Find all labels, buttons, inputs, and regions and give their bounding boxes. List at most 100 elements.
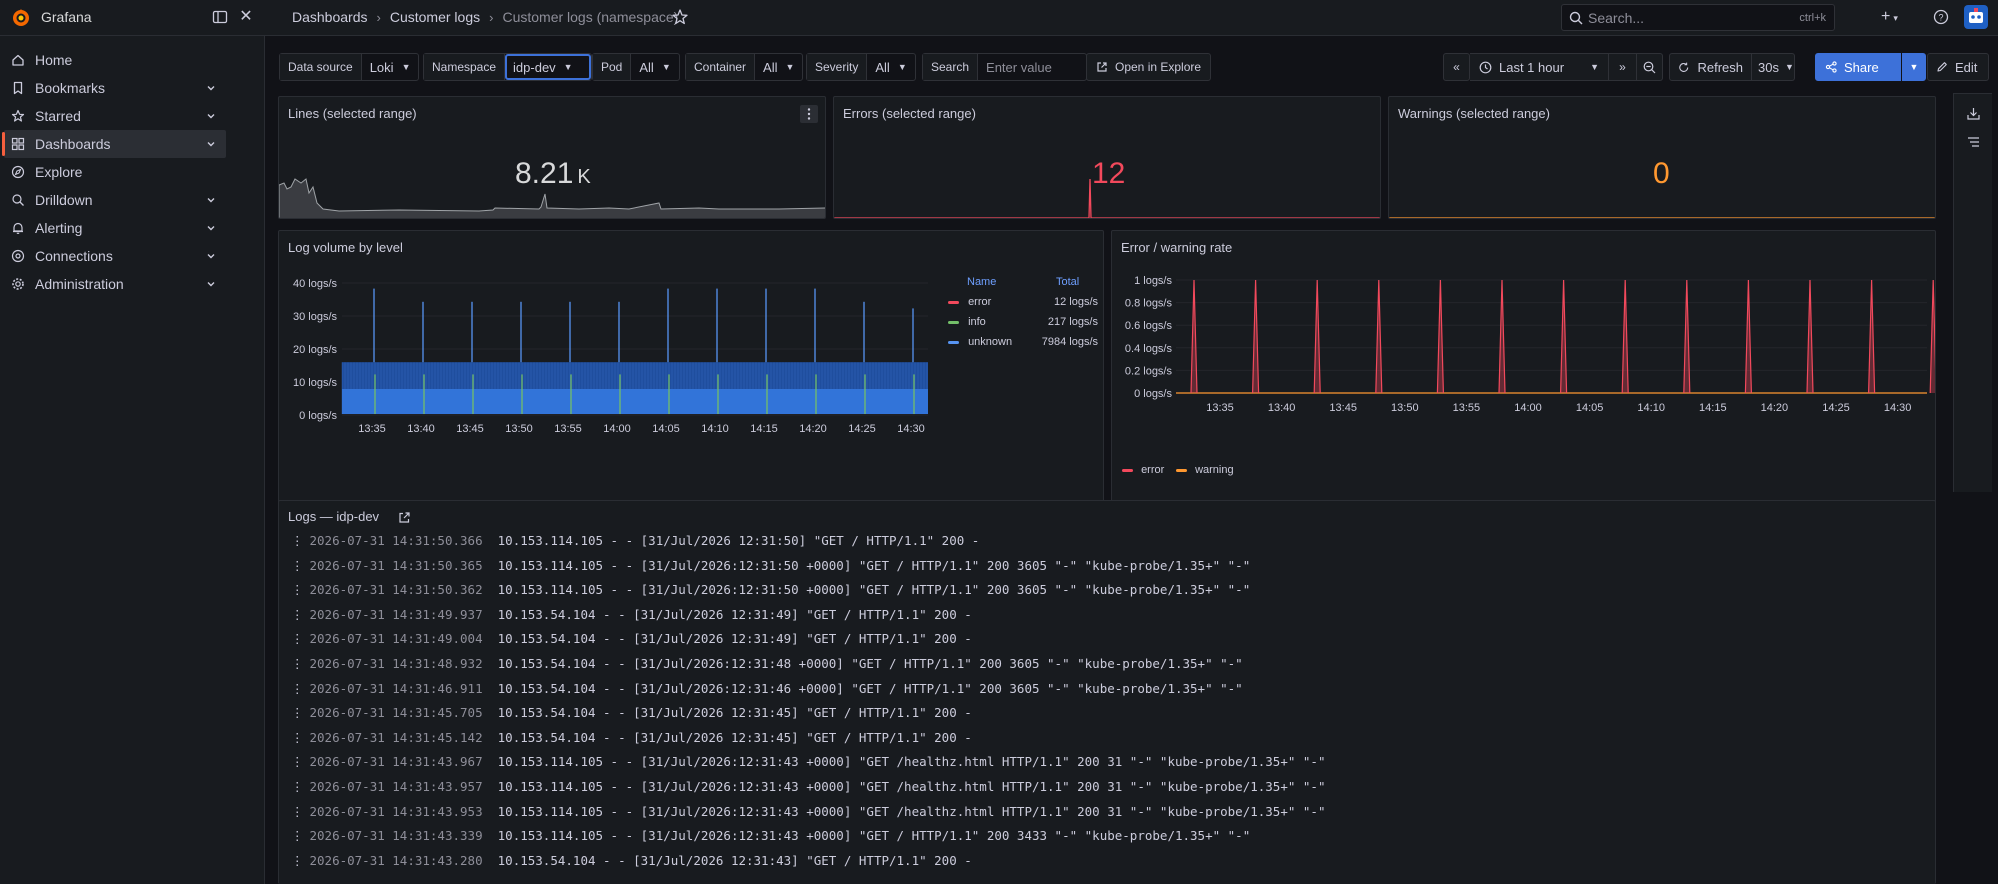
share-label: Share xyxy=(1844,59,1879,75)
log-row[interactable]: ⋮ 2026-07-31 14:31:43.339 10.153.114.105 … xyxy=(291,828,1250,843)
refresh-interval-picker[interactable]: 30s ▼ xyxy=(1752,53,1795,81)
legend-total: 12 logs/s xyxy=(1053,296,1098,308)
panel-log-volume[interactable]: Log volume by level 0 logs/s 10 logs/s 20 … xyxy=(278,230,1104,528)
chevron-down-icon[interactable] xyxy=(204,221,218,235)
open-in-explore-button[interactable]: Open in Explore xyxy=(1086,53,1212,81)
log-row[interactable]: ⋮ 2026-07-31 14:31:50.365 10.153.114.105 … xyxy=(291,558,1250,573)
sidebar-item-explore[interactable]: Explore xyxy=(4,158,226,186)
time-shift-forward-button[interactable]: » xyxy=(1609,53,1637,81)
app-name[interactable]: Grafana xyxy=(41,9,92,25)
search-field[interactable] xyxy=(978,54,1086,80)
sidebar-item-alerting[interactable]: Alerting xyxy=(4,214,226,242)
legend-item-error[interactable]: error 12 logs/s xyxy=(948,296,1098,308)
breadcrumb-customer-logs[interactable]: Customer logs xyxy=(389,9,481,25)
sidebar-item-bookmarks[interactable]: Bookmarks xyxy=(4,74,226,102)
global-search-box[interactable]: Search... ctrl+k xyxy=(1561,4,1835,31)
chevron-down-icon[interactable] xyxy=(204,109,218,123)
legend-header-name[interactable]: Name xyxy=(967,276,997,288)
share-options-button[interactable]: ▼ xyxy=(1902,53,1926,81)
log-row-menu-icon[interactable]: ⋮ xyxy=(291,852,304,868)
edit-button[interactable]: Edit xyxy=(1927,53,1989,81)
dock-menu-icon[interactable] xyxy=(212,9,228,25)
add-new-button[interactable]: + ▾ xyxy=(1881,8,1911,26)
log-row-menu-icon[interactable]: ⋮ xyxy=(291,828,304,844)
log-row-menu-icon[interactable]: ⋮ xyxy=(291,533,304,548)
panel-errors-stat[interactable]: Errors (selected range) 12 xyxy=(833,96,1381,219)
sidebar-item-label: Connections xyxy=(35,248,113,264)
log-row[interactable]: ⋮ 2026-07-31 14:31:43.280 10.153.54.104 -… xyxy=(291,853,972,868)
sidebar-item-drilldown[interactable]: Drilldown xyxy=(4,186,226,214)
time-shift-back-button[interactable]: « xyxy=(1443,53,1470,81)
log-row-menu-icon[interactable]: ⋮ xyxy=(291,656,304,671)
close-icon[interactable]: ✕ xyxy=(239,8,253,25)
legend-item-info[interactable]: info 217 logs/s xyxy=(948,316,1098,328)
log-row-menu-icon[interactable]: ⋮ xyxy=(291,705,304,721)
pod-select[interactable]: All ▼ xyxy=(631,54,678,80)
user-avatar[interactable] xyxy=(1964,5,1988,29)
errors-stat-value: 12 xyxy=(1092,157,1126,190)
panel-warnings-stat[interactable]: Warnings (selected range) 0 xyxy=(1388,96,1936,219)
zoom-out-button[interactable] xyxy=(1637,53,1663,81)
log-row-menu-icon[interactable]: ⋮ xyxy=(291,680,304,696)
chevron-down-icon[interactable] xyxy=(204,137,218,151)
selected-value: All xyxy=(639,59,654,75)
log-row[interactable]: ⋮ 2026-07-31 14:31:43.957 10.153.114.105 … xyxy=(291,779,1325,794)
chevron-down-icon[interactable] xyxy=(204,81,218,95)
help-icon[interactable]: ? xyxy=(1933,9,1949,25)
log-message: 10.153.54.104 - - [31/Jul/2026 12:31:49]… xyxy=(497,606,972,622)
panel-menu-icon[interactable] xyxy=(800,105,818,123)
log-row[interactable]: ⋮ 2026-07-31 14:31:45.142 10.153.54.104 -… xyxy=(291,730,972,745)
log-message: 10.153.114.105 - - [31/Jul/2026:12:31:50… xyxy=(497,557,1251,573)
sidebar-item-administration[interactable]: Administration xyxy=(4,270,226,298)
container-variable: Container All ▼ xyxy=(685,53,804,81)
outline-icon[interactable] xyxy=(1966,135,1981,150)
chevron-down-icon[interactable] xyxy=(204,249,218,263)
log-row[interactable]: ⋮ 2026-07-31 14:31:50.362 10.153.114.105 … xyxy=(291,582,1250,597)
log-row-menu-icon[interactable]: ⋮ xyxy=(291,557,304,573)
log-row[interactable]: ⋮ 2026-07-31 14:31:49.937 10.153.54.104 -… xyxy=(291,607,972,622)
panel-logs[interactable]: Logs — idp-dev ⋮ 2026-07-31 14:31:50.366 … xyxy=(278,500,1936,884)
panel-lines-stat[interactable]: Lines (selected range) 8.21 K xyxy=(278,96,826,219)
chevron-down-icon[interactable] xyxy=(204,193,218,207)
legend-item-unknown[interactable]: unknown 7984 logs/s xyxy=(948,336,1098,348)
datasource-select[interactable]: Loki ▼ xyxy=(362,54,419,80)
log-row-menu-icon[interactable]: ⋮ xyxy=(291,729,304,745)
log-row-menu-icon[interactable]: ⋮ xyxy=(291,779,304,794)
sidebar-item-home[interactable]: Home xyxy=(4,46,226,74)
log-row-menu-icon[interactable]: ⋮ xyxy=(291,803,304,819)
share-button[interactable]: Share xyxy=(1815,53,1901,81)
refresh-button[interactable]: Refresh xyxy=(1669,53,1752,81)
log-row[interactable]: ⋮ 2026-07-31 14:31:45.705 10.153.54.104 -… xyxy=(291,705,972,720)
log-timestamp: 2026-07-31 14:31:49.004 xyxy=(309,631,483,647)
legend-header-total[interactable]: Total xyxy=(1056,276,1080,288)
sidebar-item-connections[interactable]: Connections xyxy=(4,242,226,270)
breadcrumb-dashboards[interactable]: Dashboards xyxy=(292,9,368,25)
panel-error-warning-rate[interactable]: Error / warning rate 0 logs/s 0.2 logs/s 0… xyxy=(1111,230,1936,528)
x-tick-label: 14:30 xyxy=(1884,402,1912,414)
log-row[interactable]: ⋮ 2026-07-31 14:31:50.366 10.153.114.105 … xyxy=(291,533,979,548)
sidebar-item-starred[interactable]: Starred xyxy=(4,102,226,130)
legend-item-warning[interactable]: warning xyxy=(1176,464,1234,476)
external-link-icon[interactable] xyxy=(398,511,411,524)
log-row-menu-icon[interactable]: ⋮ xyxy=(291,606,304,622)
log-row[interactable]: ⋮ 2026-07-31 14:31:43.953 10.153.114.105 … xyxy=(291,804,1325,819)
log-row[interactable]: ⋮ 2026-07-31 14:31:46.911 10.153.54.104 -… xyxy=(291,681,1243,696)
grafana-logo-icon[interactable] xyxy=(11,8,31,28)
log-row[interactable]: ⋮ 2026-07-31 14:31:43.967 10.153.114.105 … xyxy=(291,754,1325,769)
severity-select[interactable]: All ▼ xyxy=(867,54,914,80)
search-input[interactable] xyxy=(986,59,1079,75)
time-range-picker[interactable]: Last 1 hour ▼ xyxy=(1470,53,1609,81)
log-row[interactable]: ⋮ 2026-07-31 14:31:49.004 10.153.54.104 -… xyxy=(291,631,972,646)
log-message: 10.153.114.105 - - [31/Jul/2026 12:31:50… xyxy=(497,533,980,548)
sidebar-item-dashboards[interactable]: Dashboards xyxy=(2,130,226,158)
log-row-menu-icon[interactable]: ⋮ xyxy=(291,631,304,647)
container-select[interactable]: All ▼ xyxy=(755,54,802,80)
download-icon[interactable] xyxy=(1966,106,1981,121)
log-row-menu-icon[interactable]: ⋮ xyxy=(291,754,304,770)
log-row-menu-icon[interactable]: ⋮ xyxy=(291,582,304,598)
star-icon[interactable] xyxy=(671,8,689,26)
legend-item-error[interactable]: error xyxy=(1122,464,1164,476)
chevron-down-icon[interactable] xyxy=(204,277,218,291)
namespace-select[interactable]: idp-dev ▼ xyxy=(505,54,592,80)
log-row[interactable]: ⋮ 2026-07-31 14:31:48.932 10.153.54.104 -… xyxy=(291,656,1243,671)
